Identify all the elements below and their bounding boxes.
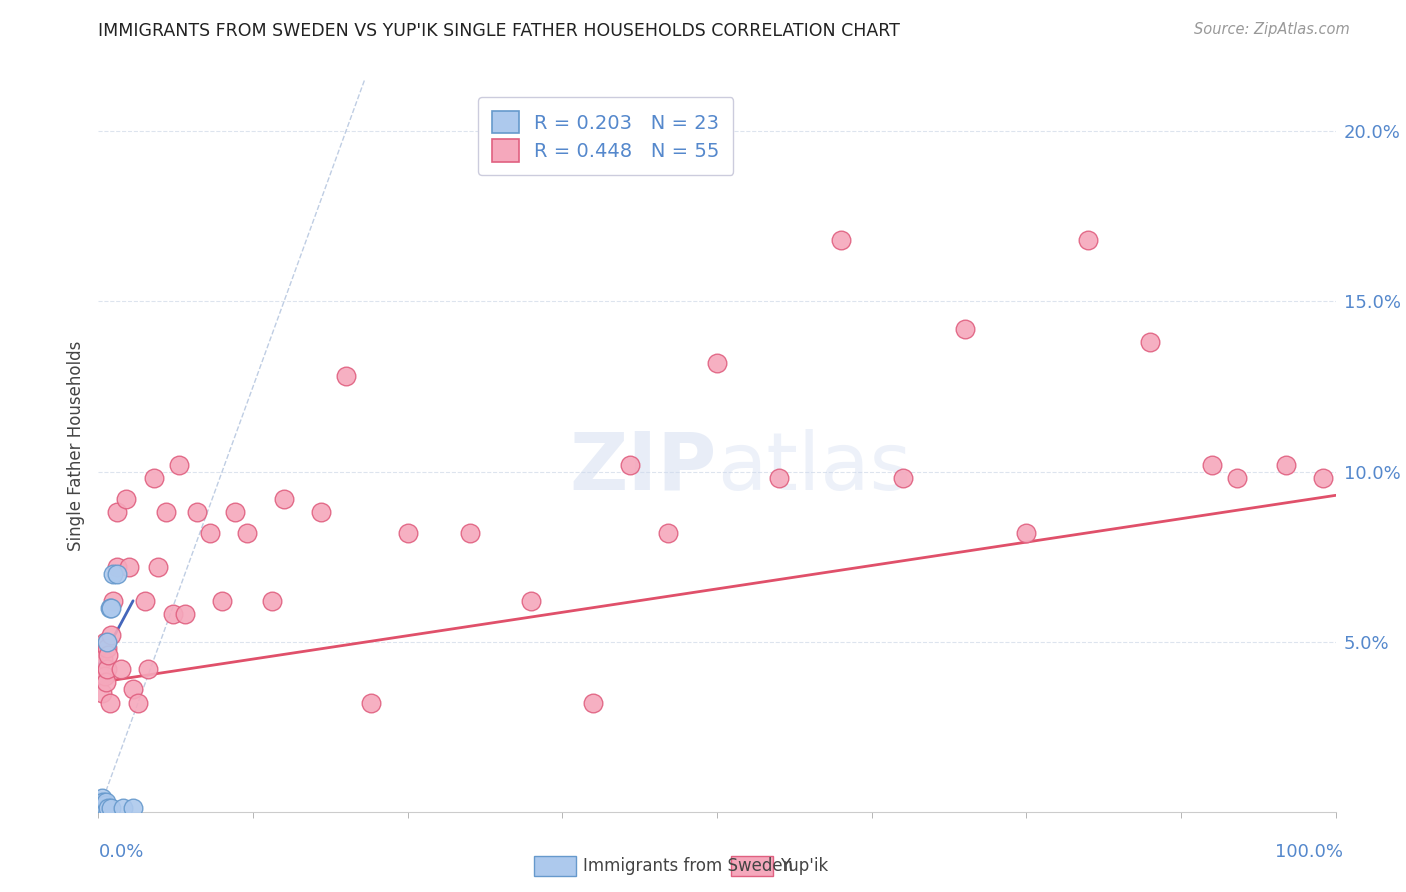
Point [118, 559, 141, 574]
Point [953, 321, 976, 335]
Point [1139, 335, 1161, 350]
Point [103, 566, 125, 581]
Point [520, 594, 543, 608]
Point [186, 505, 208, 519]
Text: atlas: atlas [717, 429, 911, 507]
Point [619, 458, 641, 472]
Point [657, 525, 679, 540]
Point [91, 801, 114, 815]
Point [143, 471, 166, 485]
Point [103, 594, 125, 608]
Point [582, 696, 605, 710]
Point [94, 675, 117, 690]
Point [1312, 471, 1334, 485]
Point [335, 369, 357, 384]
Point [94, 801, 117, 815]
Point [273, 491, 295, 506]
Point [93, 801, 115, 815]
Point [105, 566, 128, 581]
Y-axis label: Single Father Households: Single Father Households [66, 341, 84, 551]
Point [1201, 458, 1223, 472]
Point [224, 505, 246, 519]
Point [198, 525, 221, 540]
Point [127, 696, 149, 710]
Point [891, 471, 914, 485]
Text: IMMIGRANTS FROM SWEDEN VS YUP'IK SINGLE FATHER HOUSEHOLDS CORRELATION CHART: IMMIGRANTS FROM SWEDEN VS YUP'IK SINGLE … [98, 22, 900, 40]
Point [91, 686, 114, 700]
Point [112, 801, 135, 815]
Point [90, 801, 112, 815]
Point [122, 801, 145, 815]
Point [706, 356, 728, 370]
Text: Yup'ik: Yup'ik [780, 857, 828, 875]
Text: 0.0%: 0.0% [98, 843, 143, 861]
Point [1015, 525, 1038, 540]
Point [93, 797, 115, 812]
Text: 100.0%: 100.0% [1275, 843, 1343, 861]
Point [768, 471, 790, 485]
Point [93, 651, 115, 665]
Point [396, 525, 419, 540]
Point [830, 233, 852, 247]
Point [93, 634, 115, 648]
Point [97, 648, 120, 663]
Point [93, 668, 115, 682]
Point [146, 559, 169, 574]
Point [93, 795, 115, 809]
Text: Source: ZipAtlas.com: Source: ZipAtlas.com [1194, 22, 1350, 37]
Point [110, 662, 132, 676]
Point [91, 791, 114, 805]
Point [174, 607, 197, 622]
Point [96, 641, 118, 656]
Point [114, 491, 136, 506]
Text: ZIP: ZIP [569, 429, 717, 507]
Point [93, 801, 115, 815]
Point [136, 662, 159, 676]
Point [98, 696, 121, 710]
Point [1077, 233, 1099, 247]
Point [97, 801, 120, 815]
Point [260, 594, 283, 608]
Point [90, 795, 112, 809]
Point [96, 634, 118, 648]
Point [122, 682, 145, 697]
Point [91, 797, 114, 812]
Point [134, 594, 156, 608]
Point [167, 458, 190, 472]
Point [89, 801, 111, 815]
Point [98, 600, 121, 615]
Point [100, 801, 122, 815]
Point [162, 607, 184, 622]
Legend: R = 0.203   N = 23, R = 0.448   N = 55: R = 0.203 N = 23, R = 0.448 N = 55 [478, 97, 734, 176]
Point [94, 795, 117, 809]
Point [309, 505, 332, 519]
Point [105, 559, 128, 574]
Point [89, 797, 111, 812]
Point [100, 600, 122, 615]
Point [211, 594, 233, 608]
Point [360, 696, 382, 710]
Point [93, 797, 115, 812]
Text: Immigrants from Sweden: Immigrants from Sweden [583, 857, 793, 875]
Point [1226, 471, 1249, 485]
Point [105, 505, 128, 519]
Point [1275, 458, 1298, 472]
Point [96, 662, 118, 676]
Point [90, 668, 112, 682]
Point [155, 505, 177, 519]
Point [100, 628, 122, 642]
Point [236, 525, 259, 540]
Point [458, 525, 481, 540]
